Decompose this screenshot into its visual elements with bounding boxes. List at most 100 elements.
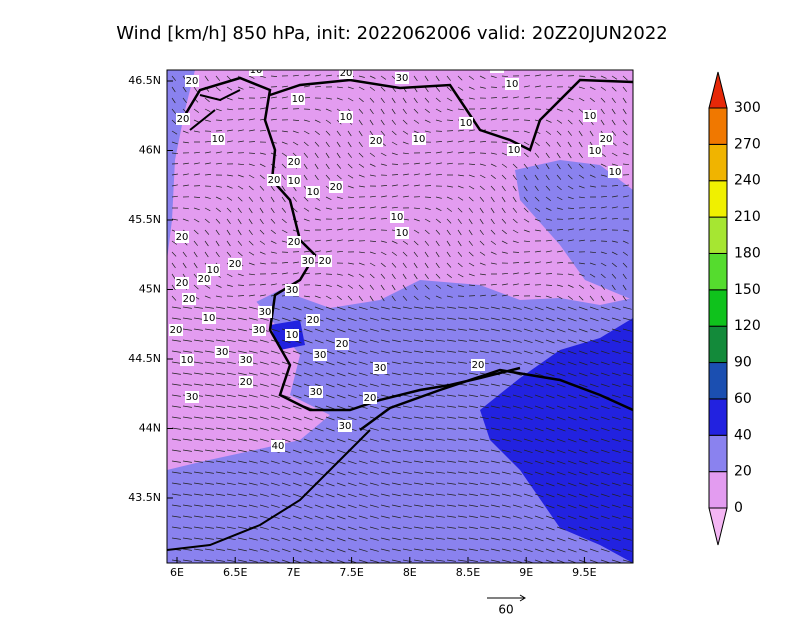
fill-20-40 bbox=[167, 70, 195, 260]
contour-label-bg bbox=[608, 166, 622, 178]
contour-label: 20 bbox=[319, 256, 332, 267]
contour-label-bg bbox=[412, 133, 426, 145]
contour-label-bg bbox=[335, 338, 349, 350]
contour-label-bg bbox=[301, 255, 315, 267]
contour-label-bg bbox=[239, 376, 253, 388]
contour-label-bg bbox=[373, 362, 387, 374]
contour-label-bg bbox=[185, 391, 199, 403]
contour-label-bg bbox=[228, 258, 242, 270]
x-tick-label: 9.5E bbox=[572, 566, 596, 579]
contour-label: 30 bbox=[302, 256, 315, 267]
contour-label: 20 bbox=[307, 315, 320, 326]
contour-label-bg bbox=[180, 354, 194, 366]
contour-label-bg bbox=[338, 420, 352, 432]
contour-label-bg bbox=[182, 293, 196, 305]
contour-label-bg bbox=[329, 181, 343, 193]
colorbar-bin bbox=[708, 252, 728, 291]
y-tick-label: 44N bbox=[139, 422, 161, 435]
y-tick-label: 44.5N bbox=[128, 352, 161, 365]
colorbar: 0 20 40 60 90 120 150 180 210 240 270 300 bbox=[708, 71, 761, 546]
border bbox=[269, 78, 633, 152]
x-tick-label: 6E bbox=[170, 566, 184, 579]
contour-label: 20 bbox=[240, 377, 253, 388]
contour-label: 20 bbox=[229, 259, 242, 270]
contour-label: 20 bbox=[364, 393, 377, 404]
axis-ticks: 6E 6.5E 7E 7.5E 8E 8.5E 9E 9.5E 46.5N 46N 45.5N 45N… bbox=[128, 74, 596, 579]
x-tick-label: 6.5E bbox=[223, 566, 247, 579]
contour-label-bg bbox=[471, 359, 485, 371]
contour-label: 30 bbox=[374, 363, 387, 374]
vector-key-arrowhead bbox=[519, 594, 526, 602]
contour-label: 10 bbox=[181, 355, 194, 366]
contour-label-bg bbox=[252, 324, 266, 336]
colorbar-bin bbox=[708, 325, 728, 364]
contour-label-bg bbox=[306, 314, 320, 326]
contour-label: 20 bbox=[176, 232, 189, 243]
contour-label-bg bbox=[185, 75, 199, 87]
contour-label: 30 bbox=[396, 73, 409, 84]
colorbar-bin bbox=[708, 107, 728, 145]
contour-label-bg bbox=[588, 145, 602, 157]
colorbar-label: 150 bbox=[734, 282, 761, 298]
contour-label-bg bbox=[287, 156, 301, 168]
contour-label-bg bbox=[197, 273, 211, 285]
contour-label: 10 bbox=[508, 145, 521, 156]
contour-label: 10 bbox=[286, 330, 299, 341]
contour-label: 20 bbox=[176, 278, 189, 289]
wind-vectors bbox=[171, 74, 632, 563]
colorbar-bin bbox=[708, 143, 728, 182]
contour-label: 30 bbox=[253, 325, 266, 336]
colorbar-label: 270 bbox=[734, 136, 761, 152]
y-tick-label: 43.5N bbox=[128, 491, 161, 504]
fill-20-40 bbox=[515, 160, 633, 300]
colorbar-bin bbox=[708, 398, 728, 436]
contour-label: 20 bbox=[370, 136, 383, 147]
contour-label: 10 bbox=[391, 212, 404, 223]
contour-label: 20 bbox=[183, 294, 196, 305]
contour-label: 10 bbox=[212, 134, 225, 145]
colorbar-bin bbox=[708, 362, 728, 400]
colorbar-bin bbox=[708, 434, 728, 473]
contour-label: 10 bbox=[307, 187, 320, 198]
colorbar-bin bbox=[708, 471, 728, 509]
y-tick-label: 45N bbox=[139, 283, 161, 296]
contour-label: 20 bbox=[472, 360, 485, 371]
x-tick-label: 8E bbox=[403, 566, 417, 579]
contour-label-bg bbox=[395, 72, 409, 84]
contour-label-bg bbox=[202, 312, 216, 324]
contour-label-bg bbox=[169, 324, 183, 336]
contour-label-bg bbox=[306, 186, 320, 198]
contour-label-bg bbox=[339, 111, 353, 123]
colorbar-label: 20 bbox=[734, 464, 752, 480]
y-tick-label: 46N bbox=[139, 144, 161, 157]
contour-label: 20 bbox=[340, 68, 353, 79]
contour-label: 10 bbox=[396, 228, 409, 239]
contour-label: 30 bbox=[314, 350, 327, 361]
contour-label-bg bbox=[339, 70, 353, 79]
contour-label-bg bbox=[309, 386, 323, 398]
contour-label: 10 bbox=[584, 111, 597, 122]
contour-label-bg bbox=[583, 110, 597, 122]
contour-label: 30 bbox=[286, 285, 299, 296]
contour-label-bg bbox=[599, 133, 613, 145]
contour-label: 20 bbox=[268, 175, 281, 186]
coastline bbox=[167, 89, 371, 551]
contour-label: 20 bbox=[186, 76, 199, 87]
contour-label-bg bbox=[249, 70, 263, 76]
contour-label-bg bbox=[239, 354, 253, 366]
contour-label-bg bbox=[507, 144, 521, 156]
contour-label-bg bbox=[395, 227, 409, 239]
contour-label-bg bbox=[313, 349, 327, 361]
contour-label: 10 bbox=[207, 265, 220, 276]
y-tick-label: 46.5N bbox=[128, 74, 161, 87]
contour-label-bg bbox=[176, 113, 190, 125]
contour-label-bg bbox=[369, 135, 383, 147]
contour-label-bg bbox=[459, 117, 473, 129]
colorbar-label: 0 bbox=[734, 500, 743, 516]
contour-label-bg bbox=[258, 306, 272, 318]
colorbar-label: 40 bbox=[734, 427, 752, 443]
contour-label: 40 bbox=[272, 441, 285, 452]
